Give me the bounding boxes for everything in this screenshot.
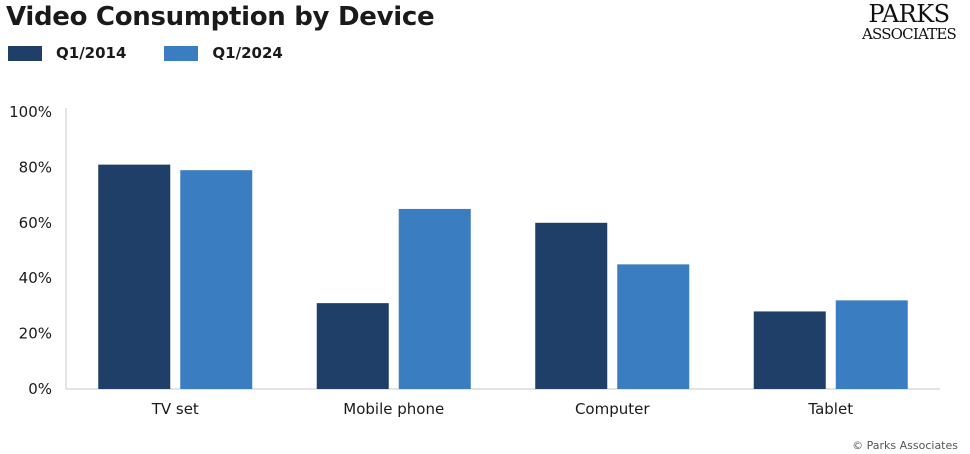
x-category-label: Mobile phone [343, 400, 444, 418]
bar-tablet-q1-2014 [753, 311, 826, 389]
x-category-label: Tablet [807, 400, 853, 418]
bar-mobile-phone-q1-2024 [398, 208, 471, 389]
bar-tv-set-q1-2024 [180, 170, 253, 389]
x-category-label: TV set [151, 400, 199, 418]
legend-item-q1-2014: Q1/2014 [8, 44, 126, 62]
x-category-label: Computer [575, 400, 650, 418]
y-tick-label: 80% [19, 158, 52, 176]
y-tick-label: 60% [19, 214, 52, 232]
bar-tablet-q1-2024 [835, 300, 908, 389]
bar-tv-set-q1-2014 [98, 164, 171, 389]
bar-group [98, 164, 908, 389]
y-tick-label: 40% [19, 269, 52, 287]
chart-legend: Q1/2014 Q1/2024 [8, 44, 321, 62]
x-axis-category-labels: TV set Mobile phone Computer Tablet [151, 400, 854, 418]
bar-mobile-phone-q1-2014 [316, 303, 389, 389]
y-tick-label: 20% [19, 325, 52, 343]
y-tick-label: 0% [28, 380, 52, 398]
bar-computer-q1-2014 [535, 222, 608, 389]
legend-swatch-q1-2024 [164, 45, 199, 61]
bar-computer-q1-2024 [617, 264, 690, 389]
legend-swatch-q1-2014 [8, 45, 42, 61]
logo-text-associates: ASSOCIATES [861, 25, 957, 43]
legend-label-q1-2014: Q1/2014 [56, 44, 127, 62]
legend-label-q1-2024: Q1/2024 [212, 44, 283, 62]
y-tick-label: 100% [9, 103, 52, 121]
legend-item-q1-2024: Q1/2024 [164, 44, 283, 62]
source-credit: © Parks Associates [852, 439, 958, 452]
parks-associates-logo: PARKS ASSOCIATES [860, 2, 958, 42]
y-axis-ticks: 0% 20% 40% 60% 80% 100% [9, 103, 52, 398]
logo-text-parks: PARKS [868, 0, 950, 28]
chart-title: Video Consumption by Device [6, 2, 435, 32]
